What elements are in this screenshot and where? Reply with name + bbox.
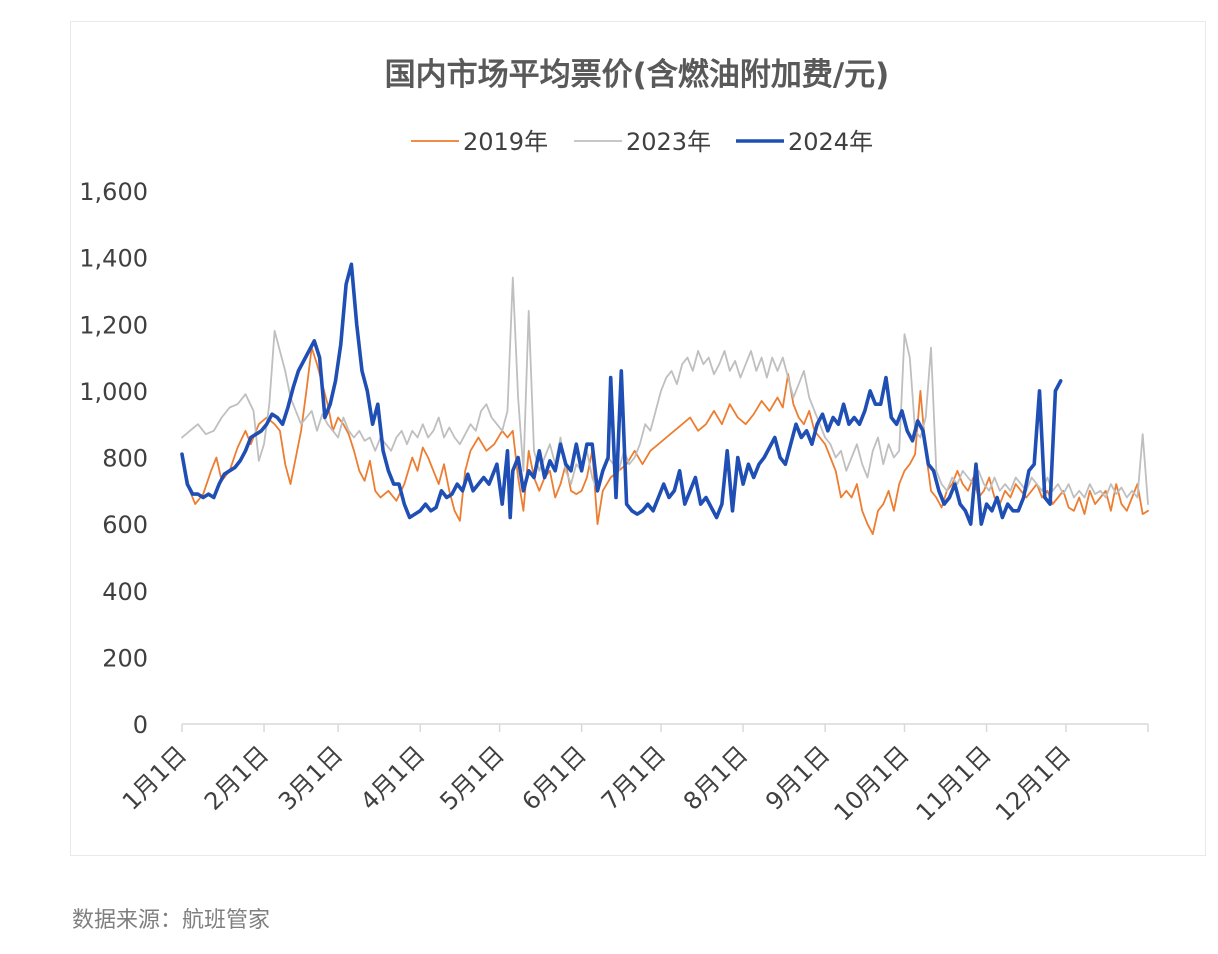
legend-label: 2019年 [463, 128, 548, 156]
x-tick-label: 8月1日 [678, 740, 753, 815]
legend-label: 2023年 [626, 128, 711, 156]
y-tick-label: 800 [102, 445, 148, 473]
legend-label: 2024年 [788, 128, 873, 156]
series-line-2 [181, 276, 1149, 505]
y-tick-label: 1,000 [79, 378, 148, 406]
chart-title: 国内市场平均票价(含燃油附加费/元) [385, 57, 890, 93]
plot-area [180, 262, 1149, 535]
x-tick-label: 1月1日 [117, 740, 192, 815]
chart-frame [70, 21, 1206, 856]
x-tick-label: 5月1日 [434, 740, 509, 815]
x-tick-label: 11月1日 [911, 740, 997, 826]
y-tick-label: 600 [102, 511, 148, 539]
y-tick-label: 1,200 [79, 311, 148, 339]
y-tick-label: 1,600 [79, 178, 148, 206]
x-tick-label: 2月1日 [199, 740, 274, 815]
x-tick-label: 12月1日 [990, 740, 1076, 826]
y-tick-label: 200 [102, 644, 148, 672]
x-tick-label: 4月1日 [355, 740, 430, 815]
x-tick-label: 7月1日 [596, 740, 671, 815]
x-tick-label: 6月1日 [517, 740, 592, 815]
source-note: 数据来源：航班管家 [72, 908, 271, 933]
y-tick-label: 1,400 [79, 245, 148, 273]
y-tick-label: 400 [102, 578, 148, 606]
y-tick-label: 0 [133, 711, 148, 739]
legend: 2019年 2023年 2024年 [411, 128, 873, 156]
series-line-3 [180, 262, 1063, 526]
x-tick-label: 3月1日 [273, 740, 348, 815]
x-tick-label: 10月1日 [829, 740, 915, 826]
x-tick-label: 9月1日 [760, 740, 835, 815]
y-axis: 0 200 400 600 800 1,000 1,200 1,400 1,600 [79, 178, 148, 739]
series-line-1 [181, 346, 1149, 535]
chart-canvas: 国内市场平均票价(含燃油附加费/元) 2019年 2023年 2024年 0 200 4… [79, 57, 1149, 827]
